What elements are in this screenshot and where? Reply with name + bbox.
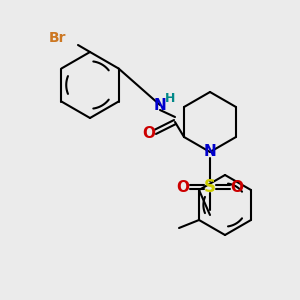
Text: O: O <box>230 179 244 194</box>
Text: N: N <box>154 98 166 112</box>
Text: S: S <box>204 178 216 196</box>
Text: H: H <box>165 92 175 104</box>
Text: O: O <box>176 179 190 194</box>
Text: Br: Br <box>49 31 66 45</box>
Text: N: N <box>204 145 216 160</box>
Text: O: O <box>142 127 155 142</box>
